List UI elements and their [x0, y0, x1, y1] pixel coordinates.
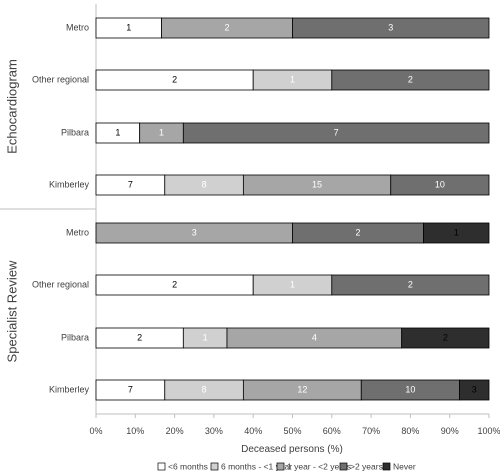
data-label: 3: [472, 384, 477, 394]
data-label: 1: [203, 332, 208, 342]
x-tick-label: 40%: [244, 426, 262, 436]
x-tick-label: 30%: [205, 426, 223, 436]
chart-axes: [0, 4, 489, 415]
group-labels: Echocardiogram Specialist Review: [4, 59, 19, 362]
data-label: 7: [128, 179, 133, 189]
data-label: 12: [297, 384, 307, 394]
data-label: 2: [408, 279, 413, 289]
bar-segment: [331, 274, 490, 296]
bar-segment: [401, 327, 490, 349]
data-label: 2: [172, 74, 177, 84]
x-tick-label: 100%: [477, 426, 500, 436]
legend-swatch: [157, 462, 166, 471]
x-tick-label: 90%: [441, 426, 459, 436]
data-label: 7: [334, 127, 339, 137]
category-label: Pilbara: [61, 127, 89, 137]
data-label: 2: [137, 332, 142, 342]
legend-swatch: [382, 462, 391, 471]
category-label: Other regional: [32, 74, 89, 84]
data-label: 10: [405, 384, 415, 394]
x-tick-label: 60%: [323, 426, 341, 436]
data-label: 1: [454, 227, 459, 237]
x-axis-ticks: 0% 10% 20% 30% 40% 50% 60% 70% 80% 90% 100%: [89, 414, 500, 436]
bar-segment: [182, 122, 490, 144]
legend-swatch: [276, 462, 285, 471]
x-tick-label: 20%: [166, 426, 184, 436]
data-label: 2: [355, 227, 360, 237]
data-label: 7: [128, 384, 133, 394]
bar-segment: [423, 222, 490, 244]
x-axis-label: Deceased persons (%): [241, 444, 343, 455]
legend-item: Never: [393, 462, 416, 472]
data-label: 2: [172, 279, 177, 289]
group-label: Specialist Review: [4, 260, 19, 362]
x-tick-label: 10%: [126, 426, 144, 436]
legend-item: >2 years: [350, 462, 383, 472]
legend-swatch: [339, 462, 348, 471]
x-tick-label: 50%: [283, 426, 301, 436]
data-label: 10: [435, 179, 445, 189]
data-label: 2: [224, 22, 229, 32]
bar-segment: [331, 69, 490, 91]
data-label: 1: [290, 74, 295, 84]
category-label: Kimberley: [49, 384, 90, 394]
x-tick-label: 70%: [362, 426, 380, 436]
legend-swatch: [210, 462, 219, 471]
category-label: Other regional: [32, 279, 89, 289]
legend-item: <6 months: [168, 462, 208, 472]
bar-segment: [459, 379, 490, 401]
legend-item: 1 year - <2 years: [287, 462, 351, 472]
bar-segment: [292, 17, 490, 39]
data-label: 3: [388, 22, 393, 32]
x-tick-label: 80%: [401, 426, 419, 436]
data-label: 15: [312, 179, 322, 189]
category-label: Kimberley: [49, 179, 90, 189]
data-label: 1: [159, 127, 164, 137]
data-label: 8: [202, 179, 207, 189]
bar-segment: [390, 174, 490, 196]
category-label: Metro: [66, 22, 89, 32]
legend-item: 6 months - <1 year: [221, 462, 292, 472]
category-label: Metro: [66, 227, 89, 237]
data-label: 4: [312, 332, 317, 342]
data-label: 1: [126, 22, 131, 32]
data-label: 3: [192, 227, 197, 237]
group-label: Echocardiogram: [4, 59, 19, 154]
data-label: 2: [408, 74, 413, 84]
x-tick-label: 0%: [89, 426, 102, 436]
data-label: 8: [202, 384, 207, 394]
category-label: Pilbara: [61, 332, 89, 342]
data-label: 1: [115, 127, 120, 137]
data-label: 1: [290, 279, 295, 289]
data-label: 2: [443, 332, 448, 342]
